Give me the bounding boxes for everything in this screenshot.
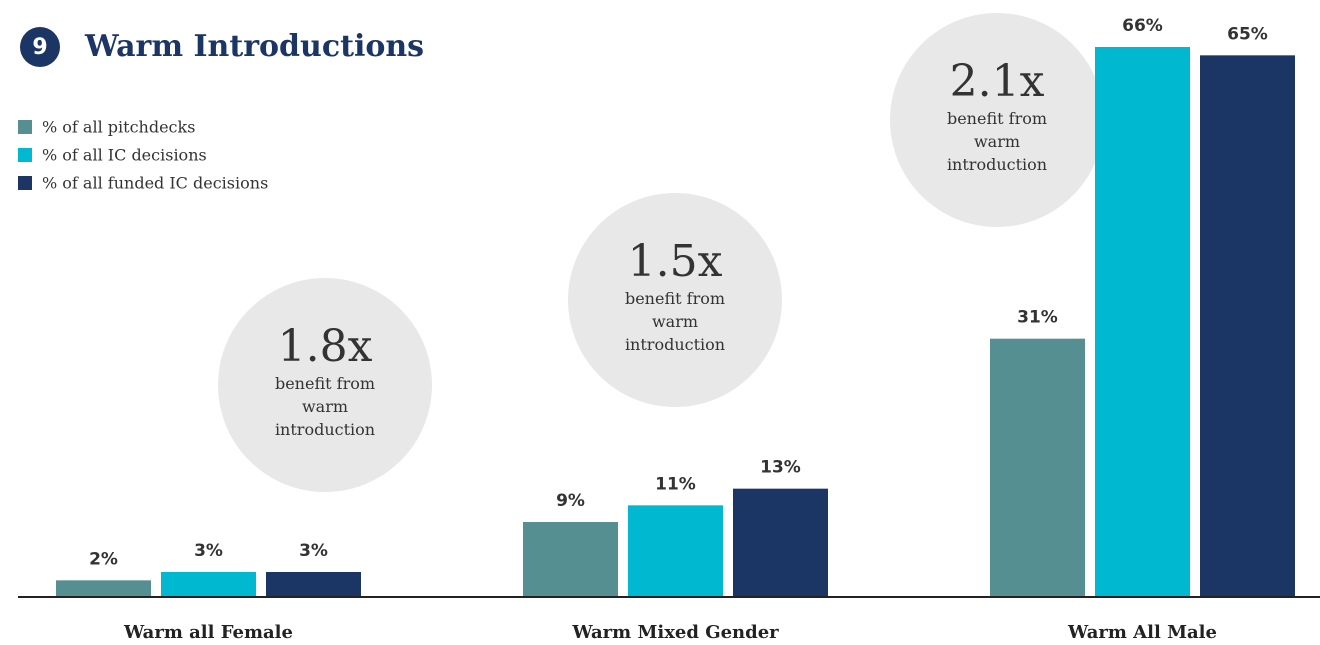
annotation-multiplier: 2.1x: [949, 56, 1045, 107]
x-tick-label: Warm all Female: [123, 622, 293, 643]
bar: [1095, 47, 1190, 597]
annotation-circle: [218, 278, 432, 492]
annotation-circle: [890, 13, 1104, 227]
bar: [523, 522, 618, 597]
value-label: 2%: [89, 549, 118, 569]
value-label: 3%: [194, 541, 223, 561]
legend-label: % of all pitchdecks: [42, 118, 195, 137]
legend-swatch: [18, 120, 32, 134]
annotation-multiplier: 1.8x: [277, 321, 373, 372]
annotation: 1.8x benefit from warm introduction: [260, 322, 390, 441]
value-label: 11%: [655, 474, 696, 494]
value-label: 31%: [1017, 308, 1058, 328]
x-tick-label: Warm All Male: [1067, 622, 1217, 643]
value-label: 65%: [1227, 24, 1268, 44]
badge: [20, 27, 60, 67]
legend-label: % of all funded IC decisions: [42, 174, 268, 193]
legend-swatch: [18, 176, 32, 190]
annotation-circle: [568, 193, 782, 407]
value-label: 9%: [556, 491, 585, 511]
value-label: 3%: [299, 541, 328, 561]
bar: [628, 505, 723, 597]
annotation-multiplier: 1.5x: [627, 236, 723, 287]
chart-title: Warm Introductions: [84, 29, 424, 64]
annotation: 1.5x benefit from warm introduction: [610, 237, 740, 356]
bar: [266, 572, 361, 597]
bar: [56, 580, 151, 597]
value-label: 66%: [1122, 16, 1163, 36]
badge-number: 9: [32, 35, 47, 60]
legend-label: % of all IC decisions: [42, 146, 207, 165]
annotation-text: benefit from warm introduction: [946, 109, 1048, 174]
legend-swatch: [18, 148, 32, 162]
annotation-text: benefit from warm introduction: [624, 289, 726, 354]
value-label: 13%: [760, 458, 801, 478]
bar: [161, 572, 256, 597]
bar: [733, 488, 828, 597]
bar: [990, 338, 1085, 597]
bar: [1200, 55, 1295, 598]
x-tick-label: Warm Mixed Gender: [571, 622, 779, 643]
annotation: 2.1x benefit from warm introduction: [932, 57, 1062, 176]
annotation-text: benefit from warm introduction: [274, 374, 376, 439]
